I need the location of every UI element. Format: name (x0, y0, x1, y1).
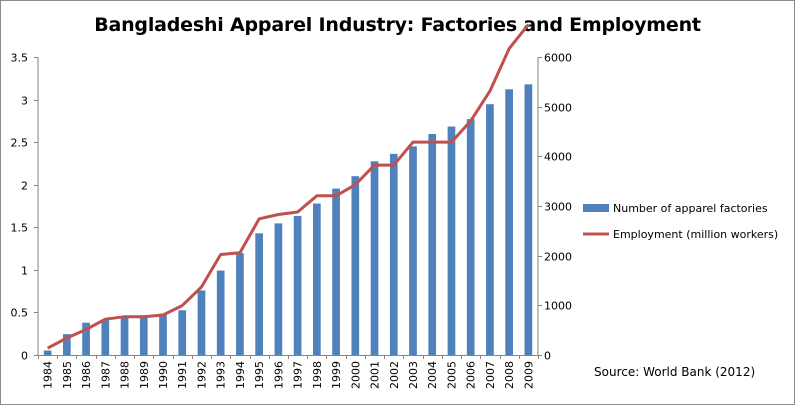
x-axis-tick-label: 1997 (292, 361, 305, 389)
x-axis-tick-label: 1992 (195, 361, 208, 389)
right-axis-tick-label: 2000 (544, 251, 572, 264)
x-axis-tick-label: 1995 (253, 361, 266, 389)
x-axis-tick-label: 2009 (522, 361, 535, 389)
x-axis-tick-label: 2000 (349, 361, 362, 389)
bar-factories (466, 119, 475, 355)
x-axis-tick-label: 1990 (157, 361, 170, 389)
bar-factories (82, 322, 90, 355)
x-axis-tick-label: 1998 (311, 361, 324, 389)
left-axis-tick-label: 3 (21, 95, 28, 108)
bar-factories (216, 270, 225, 355)
bar-factories (159, 313, 167, 355)
x-axis-tick-label: 1993 (215, 361, 228, 389)
x-axis-tick-label: 1988 (119, 361, 132, 389)
left-axis-tick-label: 1 (21, 265, 28, 278)
bar-factories (63, 334, 71, 355)
bar-factories (274, 223, 283, 355)
right-axis-tick-label: 6000 (544, 52, 572, 65)
x-axis-tick-label: 1989 (138, 361, 151, 389)
bar-factories (428, 133, 437, 355)
left-axis-tick-label: 2 (21, 180, 28, 193)
bar-factories (293, 215, 302, 355)
bar-factories (313, 203, 321, 355)
x-axis-tick-label: 2003 (407, 361, 420, 389)
legend-label-employment: Employment (million workers) (613, 228, 778, 241)
x-axis-tick-label: 2001 (369, 361, 382, 389)
chart-source: Source: World Bank (2012) (594, 365, 756, 379)
line-employment (46, 23, 530, 350)
right-axis-tick-label: 5000 (544, 102, 572, 115)
bar-factories (389, 153, 398, 355)
x-axis-tick-label: 1996 (272, 361, 285, 389)
x-axis-tick-label: 2002 (388, 361, 401, 389)
x-axis-tick-label: 2005 (445, 361, 458, 389)
legend-label-factories: Number of apparel factories (613, 202, 768, 215)
bar-factories (370, 161, 379, 355)
bar-factories (486, 104, 494, 355)
x-axis-tick-label: 1999 (330, 361, 343, 389)
x-axis-tick-label: 1985 (61, 361, 74, 389)
bar-factories (524, 84, 533, 356)
x-axis-tick-label: 2004 (426, 361, 439, 389)
left-axis-tick-label: 2.5 (11, 137, 29, 150)
left-axis-tick-label: 0 (21, 350, 28, 363)
left-axis-tick-label: 0.5 (11, 307, 29, 320)
x-axis-tick-label: 1994 (234, 361, 247, 389)
bar-factories (101, 320, 110, 355)
x-axis-tick-label: 1987 (99, 361, 112, 389)
bar-factories (120, 317, 129, 355)
x-axis-tick-label: 1984 (42, 361, 55, 389)
left-axis-tick-label: 3.5 (11, 52, 29, 65)
bar-factories (178, 310, 187, 355)
x-axis-tick-label: 1986 (80, 361, 93, 389)
left-axis-tick-label: 1.5 (11, 222, 29, 235)
right-axis-tick-label: 0 (544, 350, 551, 363)
bar-factories (409, 146, 417, 355)
bar-factories (197, 290, 206, 355)
x-axis-tick-label: 2006 (465, 361, 478, 389)
bar-factories (43, 350, 52, 355)
bar-factories (255, 233, 263, 355)
right-axis-tick-label: 1000 (544, 300, 572, 313)
x-axis-tick-label: 2007 (484, 361, 497, 389)
bar-factories (139, 315, 148, 355)
bar-factories (447, 126, 456, 356)
bar-factories (351, 176, 360, 355)
bar-factories (332, 188, 340, 355)
legend-swatch-factories (583, 204, 609, 212)
chart-title: Bangladeshi Apparel Industry: Factories … (94, 14, 701, 36)
right-axis-tick-label: 3000 (544, 201, 572, 214)
bar-factories (505, 89, 513, 356)
x-axis-tick-label: 1991 (176, 361, 189, 389)
right-axis-tick-label: 4000 (544, 151, 572, 164)
x-axis-tick-label: 2008 (503, 361, 516, 389)
bar-factories (236, 253, 244, 355)
